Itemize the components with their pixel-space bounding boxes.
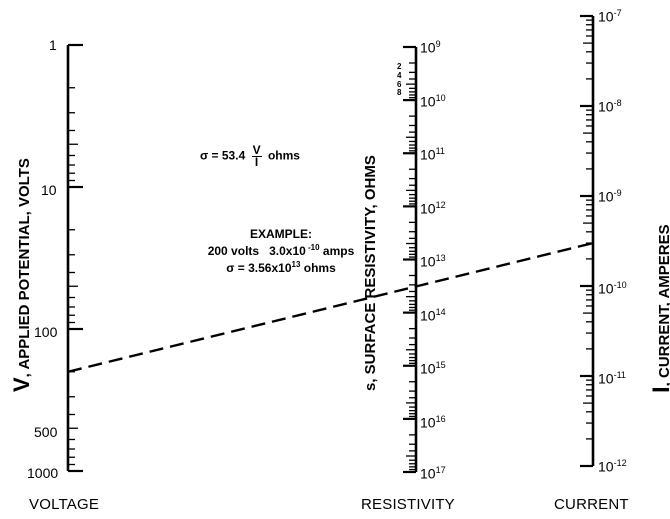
voltage-bottom-label: VOLTAGE [29,496,100,513]
example-heading: EXAMPLE: [249,227,312,241]
resistivity-label-1e17: 1017 [420,465,446,482]
current-axis [580,14,595,468]
resistivity-minor-label-4: 4 [397,71,402,80]
resistivity-label-1e14: 1014 [420,307,446,324]
resistivity-label-1e10: 1010 [420,93,446,110]
resistivity-axis [403,45,418,474]
resistivity-minor-label-2: 2 [397,62,402,71]
resistivity-label-1e11: 1011 [420,146,445,163]
resistivity-label-1e13: 1013 [420,253,446,270]
formula-fraction: V I [251,143,262,169]
resistivity-label-1e16: 1016 [420,414,446,431]
current-label-1e-10: 10-10 [598,280,627,297]
resistivity-bottom-label: RESISTIVITY [361,496,455,513]
voltage-label-1000: 1000 [27,465,59,481]
example-line2: σ = 3.56x1013 ohms [226,260,336,275]
current-axis-title: I, CURRENT, AMPERES [648,224,670,393]
current-label-1e-12: 10-12 [598,458,627,475]
resistivity-label-1e12: 1012 [420,200,446,217]
example-line1: 200 volts 3.0x10 -10 amps [207,243,355,258]
voltage-axis [66,43,83,473]
voltage-label-500: 500 [34,424,58,440]
example-dashed-line [67,241,594,373]
voltage-axis-title: V, APPLIED POTENTIAL, VOLTS [9,158,34,392]
current-label-1e-11: 10-11 [598,370,626,387]
resistivity-minor-label-6: 6 [397,80,402,89]
resistivity-label-1e15: 1015 [420,360,446,377]
resistivity-label-1e9: 109 [420,39,441,56]
current-label-1e-8: 10-8 [598,98,622,115]
voltage-label-1: 1 [49,37,57,53]
example-block: EXAMPLE: 200 volts 3.0x10 -10 amps σ = 3… [195,227,367,275]
current-label-1e-7: 10-7 [598,8,622,25]
resistivity-minor-label-8: 8 [397,88,402,97]
voltage-label-10: 10 [41,182,57,198]
current-bottom-label: CURRENT [554,496,629,513]
voltage-label-100: 100 [34,324,58,340]
current-label-1e-9: 10-9 [598,188,622,205]
formula: σ = 53.4 V I ohms [200,143,300,169]
